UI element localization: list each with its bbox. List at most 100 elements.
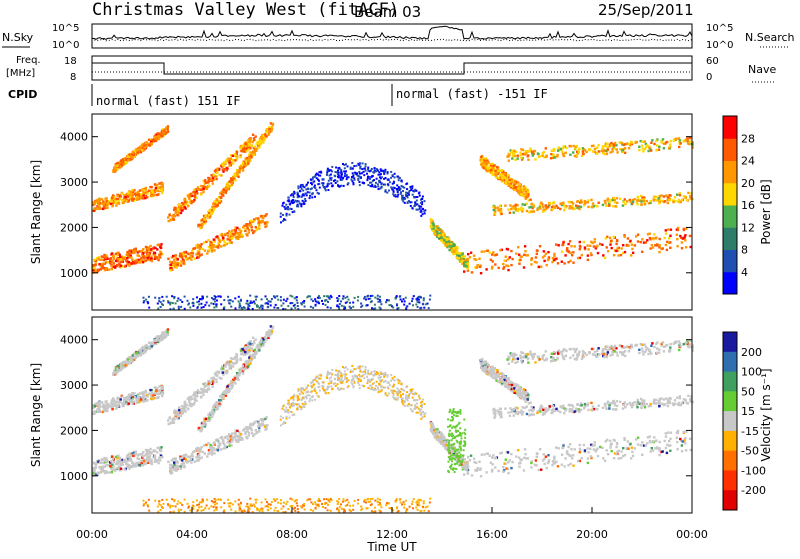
power-cell [131,259,133,261]
power-cell [240,166,242,168]
power-cell [404,202,406,204]
power-cell [557,150,559,152]
power-cell [143,145,145,147]
power-cell [339,303,341,305]
power-cell [214,301,216,303]
power-cell [579,241,581,243]
power-cell [616,247,618,249]
power-cell [552,257,554,259]
power-cell [530,263,532,265]
velocity-cell [160,456,162,458]
noise-tick-top: 10^5 [52,23,79,34]
power-cell [285,204,287,206]
power-cell [109,262,111,264]
velocity-cell [131,401,133,403]
power-cell [239,303,241,305]
power-cell [405,308,407,310]
power-cell [581,201,583,203]
power-cell [627,245,629,247]
power-cell [638,146,640,148]
power-cell [129,252,131,254]
power-cell [275,304,277,306]
velocity-cell [260,418,262,420]
velocity-cell [113,465,115,467]
power-cell [670,140,672,142]
power-cell [93,208,95,210]
power-cell [167,300,169,302]
power-cell [489,252,491,254]
velocity-cell [143,460,145,462]
power-cell [296,201,298,203]
velocity-cell [128,464,130,466]
power-cell [162,131,164,133]
power-cell [536,253,538,255]
velocity-cell [131,360,133,362]
power-cell [572,145,574,147]
power-cell [419,195,421,197]
power-cell [380,170,382,172]
power-cell [367,176,369,178]
power-cell [361,168,363,170]
power-cell [640,200,642,202]
power-cell [680,142,682,144]
power-cell [430,219,432,221]
power-cell [520,193,522,195]
power-cell [230,306,232,308]
power-cell [424,200,426,202]
power-cell [292,193,294,195]
power-cell [543,260,545,262]
power-cell [590,252,592,254]
power-cell [198,224,200,226]
power-cell [432,230,434,232]
power-cell [151,139,153,141]
velocity-cell [124,364,126,366]
power-cell [268,132,270,134]
power-cell [223,244,225,246]
power-cell [628,147,630,149]
power-cell [303,186,305,188]
power-cell [386,192,388,194]
noise-sky-trace [92,26,692,39]
power-cell [283,218,285,220]
power-cell [494,263,496,265]
velocity-cell [120,398,122,400]
power-cell [624,251,626,253]
power-cell [646,239,648,241]
power-cell [236,227,238,229]
velocity-cell [202,394,204,396]
power-cell [330,182,332,184]
power-cell [594,148,596,150]
power-cell [173,258,175,260]
velocity-cell [126,454,128,456]
power-cell [314,298,316,300]
power-cell [128,191,130,193]
power-cell [604,145,606,147]
power-cell [652,246,654,248]
power-cell [158,182,160,184]
velocity-cell [151,463,153,465]
velocity-cell [143,348,145,350]
power-cell [377,183,379,185]
power-cell [648,147,650,149]
power-cell [115,169,117,171]
power-cell [509,184,511,186]
power-cell [223,240,225,242]
power-cell [363,182,365,184]
power-cell [106,207,108,209]
velocity-cell [132,394,134,396]
power-cell [234,297,236,299]
power-cell [606,146,608,148]
power-cell [658,202,660,204]
power-cell [630,254,632,256]
power-cell [231,181,233,183]
power-cell [464,255,466,257]
power-cell [522,203,524,205]
power-cell [375,186,377,188]
power-cell [122,202,124,204]
velocity-cell [241,437,243,439]
power-cell [157,244,159,246]
power-cell [245,143,247,145]
power-cell [169,261,171,263]
velocity-cell [157,335,159,337]
power-cell [291,302,293,304]
